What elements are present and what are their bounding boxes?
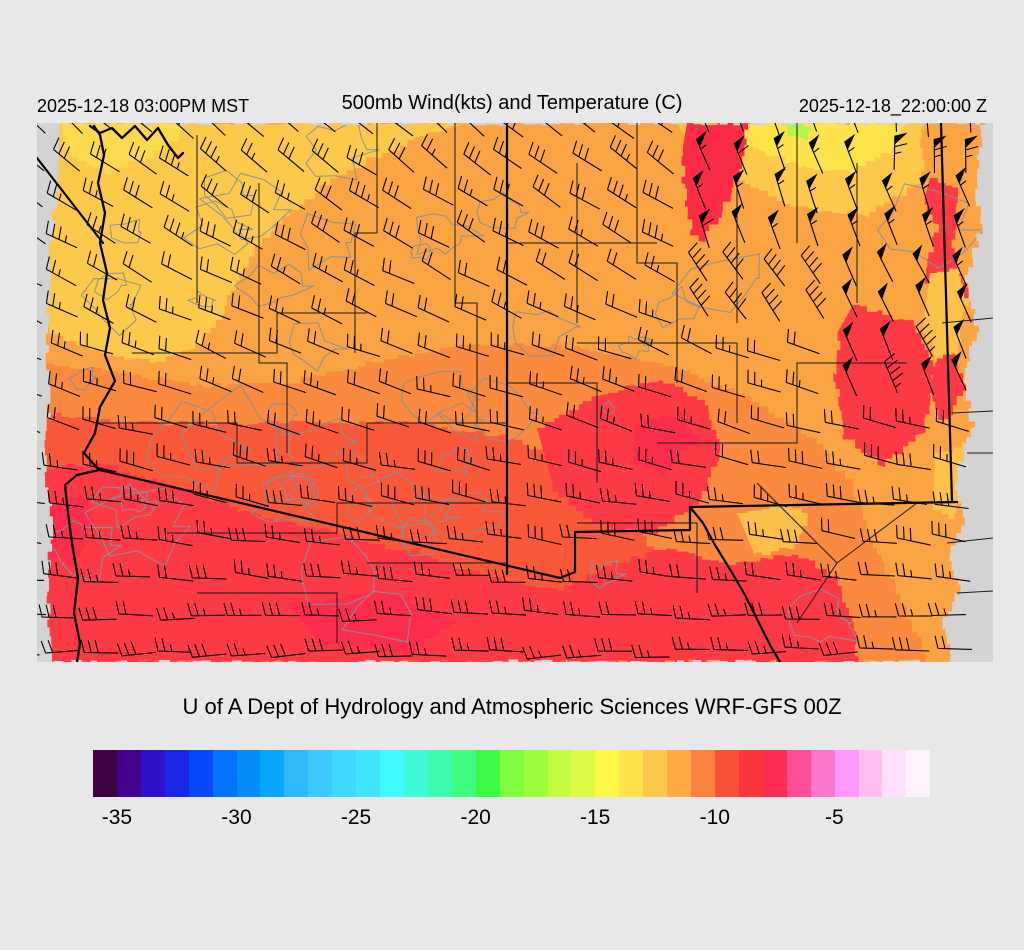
colorbar-cell (356, 750, 381, 797)
colorbar-cell (212, 750, 237, 797)
temp-region-yellow-topleft (62, 121, 189, 176)
colorbar-cell (786, 750, 811, 797)
nevada-diagonal-border (35, 156, 105, 245)
valid-time-utc: 2025-12-18_22:00:00 Z (798, 96, 987, 116)
temperature-colorbar (93, 750, 931, 797)
temp-region-green-sliver (787, 123, 812, 141)
temp-region-red-streak-topright (681, 121, 751, 243)
colorbar-tick: -5 (824, 806, 844, 829)
colorbar-cell (451, 750, 476, 797)
river-squiggle-top (88, 124, 185, 160)
caption: U of A Dept of Hydrology and Atmospheric… (182, 694, 842, 719)
colorbar-cell (308, 750, 333, 797)
colorbar-tick: -20 (460, 806, 491, 829)
colorbar-tick: -15 (580, 806, 611, 829)
colorbar-cell (236, 750, 261, 797)
colorbar-cell (164, 750, 189, 797)
colorbar-cell (284, 750, 309, 797)
colorbar-cell (882, 750, 907, 797)
temp-region-crimson-blob-1 (287, 591, 458, 655)
colorbar-cell (380, 750, 404, 797)
colorbar-cell (691, 750, 715, 797)
colorbar-cell (403, 750, 428, 797)
state-borders (35, 121, 959, 664)
colorbar-cell (523, 750, 548, 797)
colorbar-cell (762, 750, 787, 797)
colorbar-cell (547, 750, 572, 797)
colorbar-cell (499, 750, 524, 797)
colorbar-cell (906, 750, 931, 797)
temp-region-gold-topleft (44, 120, 467, 363)
colorbar-cell (738, 750, 763, 797)
nm-tx-state-line (939, 121, 954, 504)
contour-lines (44, 120, 985, 643)
colorbar-cell (140, 750, 165, 797)
colorado-river-border (63, 124, 117, 664)
rio-grande-river (688, 505, 782, 664)
colorbar-cell (427, 750, 452, 797)
forecast-map (0, 92, 994, 665)
colorbar-cell (260, 750, 285, 797)
colorbar-cell (834, 750, 859, 797)
colorbar-cell (810, 750, 835, 797)
colorbar-tick: -30 (221, 806, 252, 829)
colorbar-cell (595, 750, 620, 797)
page-title: 500mb Wind(kts) and Temperature (C) (341, 92, 683, 114)
colorbar-tick: -25 (340, 806, 372, 829)
colorbar-cell (714, 750, 739, 797)
colorbar-cell (858, 750, 883, 797)
colorbar-cell (619, 750, 644, 797)
colorbar-tick: -10 (699, 806, 730, 829)
temp-region-red-blob-rightmid (833, 305, 938, 468)
temp-region-yellow-topright (725, 120, 909, 176)
colorbar-tick-labels: -35 -30 -25 -20 -15 -10 -5 (93, 806, 930, 836)
colorbar-cell (643, 750, 668, 797)
map-canvas (0, 92, 994, 665)
colorbar-tick: -35 (101, 806, 133, 829)
colorbar-cell (188, 750, 213, 797)
colorbar-cell (332, 750, 357, 797)
colorbar-cell (667, 750, 692, 797)
colorbar-cell (93, 750, 117, 797)
colorbar-cell (116, 750, 141, 797)
temperature-field (44, 120, 972, 665)
valid-time-local: 2025-12-18 03:00PM MST (37, 96, 250, 116)
colorbar-cell (475, 750, 500, 797)
colorbar-cell (571, 750, 596, 797)
